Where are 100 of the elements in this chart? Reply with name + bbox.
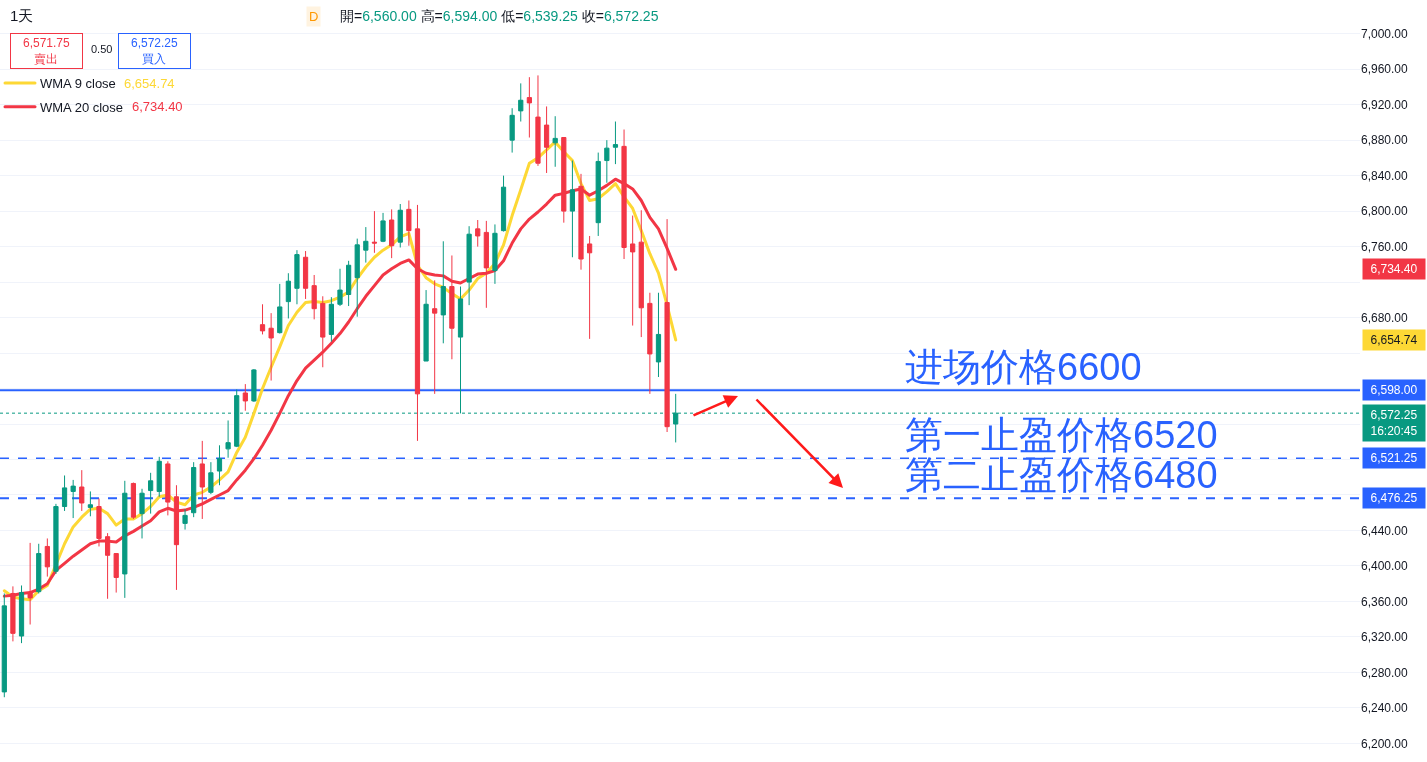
- candlestick: [139, 488, 145, 539]
- annotation: 进场价格6600: [905, 346, 1142, 388]
- candlestick: [647, 292, 653, 395]
- annotation: 6,734.40: [132, 99, 183, 114]
- candlestick: [251, 368, 257, 403]
- candlestick: [371, 210, 378, 254]
- candlestick: [595, 152, 601, 237]
- candlestick: [630, 215, 636, 327]
- candlestick: [156, 456, 162, 498]
- candlestick: [604, 139, 610, 184]
- y-tick-label: 6,800.00: [1361, 204, 1409, 219]
- annotation: 6,654.74: [124, 76, 175, 91]
- candlestick: [44, 537, 50, 578]
- candlestick: [311, 274, 317, 320]
- y-tick-label: 6,400.00: [1361, 559, 1409, 574]
- candlestick: [423, 289, 429, 362]
- candlestick: [397, 203, 403, 248]
- candlestick: [277, 283, 283, 335]
- candlestick: [113, 553, 119, 594]
- y-tick-label: 6,440.00: [1361, 523, 1409, 538]
- candlestick: [191, 461, 197, 518]
- candlestick: [302, 250, 309, 300]
- y-tick-label: 6,920.00: [1361, 97, 1409, 112]
- annotation: D: [309, 9, 319, 24]
- candlestick: [122, 480, 128, 599]
- candlestick: [354, 238, 360, 318]
- candlestick: [268, 312, 274, 382]
- text: 6,734.40: [1370, 262, 1418, 276]
- candlestick: [483, 220, 489, 309]
- candlestick: [569, 160, 576, 258]
- text: 6,654.74: [1370, 333, 1418, 347]
- candlestick: [535, 74, 541, 167]
- annotation: 0.50: [91, 43, 113, 55]
- candlestick: [79, 469, 85, 512]
- candlestick: [130, 482, 137, 520]
- y-tick-label: 6,760.00: [1361, 239, 1409, 254]
- candlestick: [173, 484, 180, 591]
- candlestick: [475, 219, 481, 248]
- ref-line-label: 6,572.25 16:20:45: [1370, 408, 1418, 438]
- candlestick: [1, 592, 7, 698]
- candlestick: [543, 105, 550, 174]
- candlestick: [655, 292, 662, 378]
- legend-label: WMA 9 close: [40, 76, 116, 92]
- candlestick: [526, 76, 532, 138]
- candlestick: [414, 204, 421, 442]
- y-tick-label: 6,240.00: [1361, 701, 1409, 716]
- candlestick: [509, 107, 515, 154]
- candlestick: [380, 212, 386, 243]
- candlestick: [18, 584, 25, 644]
- candlestick: [285, 272, 291, 319]
- candlestick: [165, 460, 171, 516]
- y-tick-label: 6,880.00: [1361, 133, 1409, 148]
- ref-line-label: 6,598.00: [1370, 383, 1418, 397]
- candlestick: [466, 225, 472, 306]
- ref-line-label: 6,521.25: [1370, 451, 1418, 465]
- candlestick: [225, 419, 231, 459]
- candlestick: [363, 226, 369, 264]
- annotation: 6,571.75 賣出: [22, 36, 71, 66]
- candlestick: [406, 199, 412, 247]
- candlestick: [87, 490, 93, 517]
- candlestick: [389, 208, 395, 259]
- candlestick: [208, 461, 214, 495]
- candlestick: [612, 121, 619, 165]
- y-tick-label: 6,680.00: [1361, 310, 1409, 325]
- candlestick: [294, 249, 300, 305]
- annotation: 第二止盈价格6480: [905, 454, 1218, 496]
- candlestick: [638, 209, 644, 338]
- candlestick: [259, 303, 266, 335]
- candlestick: [70, 479, 76, 519]
- annotation: 開=6,560.00 高=6,594.00 低=6,539.25 收=6,572.25: [340, 8, 659, 24]
- candlestick: [328, 296, 334, 343]
- candlestick: [518, 82, 524, 123]
- candlestick: [492, 223, 498, 285]
- candlestick: [53, 503, 59, 575]
- candlestick: [199, 440, 205, 520]
- candlestick: [432, 279, 438, 395]
- candlestick: [242, 383, 248, 412]
- y-tick-label: 6,280.00: [1361, 665, 1409, 680]
- candlestick: [587, 235, 593, 340]
- legend-label: WMA 20 close: [40, 99, 124, 115]
- y-tick-label: 6,200.00: [1361, 736, 1409, 751]
- candlestick: [440, 240, 446, 344]
- candlestick: [216, 444, 223, 486]
- candlestick: [148, 472, 154, 515]
- y-tick-label: 6,840.00: [1361, 168, 1409, 183]
- candlestick: [337, 268, 343, 307]
- y-tick-label: 6,960.00: [1361, 62, 1409, 77]
- text: 1天: [10, 7, 34, 25]
- annotation: 第一止盈价格6520: [905, 414, 1218, 456]
- candlestick: [552, 115, 558, 168]
- candlestick: [457, 286, 464, 414]
- candlestick: [96, 498, 102, 547]
- candlestick: [500, 175, 507, 233]
- y-tick-label: 6,320.00: [1361, 630, 1409, 645]
- y-tick-label: 7,000.00: [1361, 26, 1409, 41]
- candlestick: [182, 508, 188, 531]
- candlestick: [61, 474, 68, 512]
- candlestick: [664, 218, 670, 433]
- candlestick: [36, 543, 42, 594]
- candlestick: [346, 260, 352, 307]
